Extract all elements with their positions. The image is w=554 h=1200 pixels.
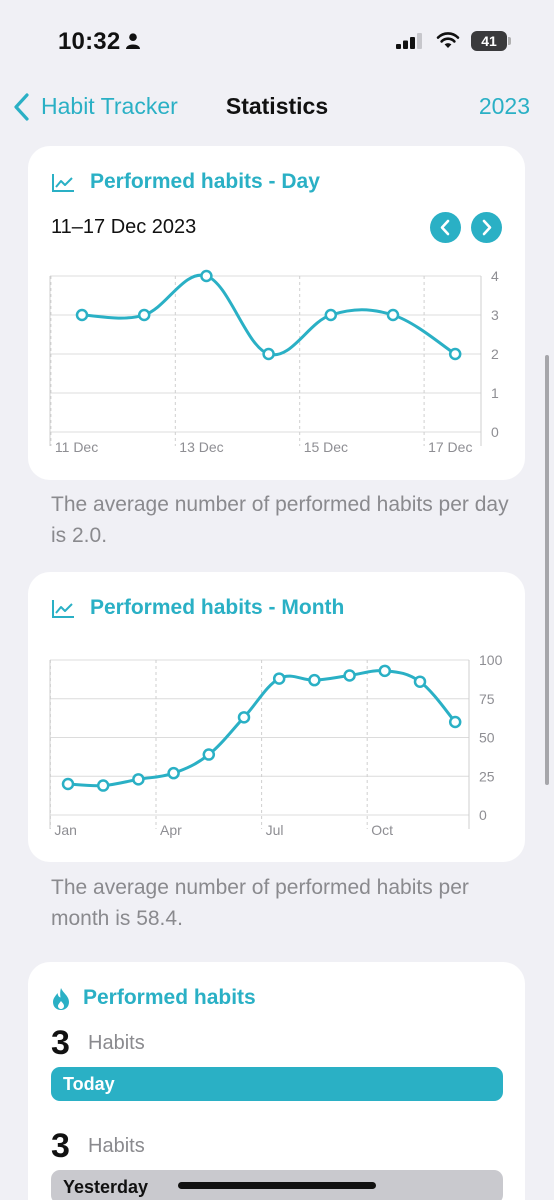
person-icon [126,33,140,49]
data-point [413,675,427,688]
day-average-text: The average number of performed habits p… [51,493,509,547]
data-point [132,773,145,786]
data-point [262,347,275,361]
x-tick-label: Oct [371,822,393,838]
data-point [96,779,110,792]
wifi-icon [436,32,460,48]
home-indicator[interactable] [178,1182,376,1189]
x-tick-label: Jan [54,822,77,838]
y-tick-label: 100 [479,652,503,668]
day-line-chart: 0 1 2 3 4 11 Dec 13 Dec 15 Dec 17 Dec [49,268,499,455]
y-tick-label: 2 [491,346,499,362]
line-chart-icon [52,174,74,192]
yesterday-habits-unit: Habits [88,1135,145,1157]
year-button[interactable]: 2023 [478,93,530,119]
page-title: Statistics [225,93,329,119]
data-point [448,347,462,361]
data-point [61,777,75,791]
data-point [324,308,338,322]
x-tick-label: 15 Dec [304,439,348,455]
back-chevron-icon[interactable] [12,93,30,121]
x-tick-label: 11 Dec [55,439,98,455]
day-card-title: Performed habits - Day [90,170,320,193]
chevron-left-icon [440,219,450,236]
month-line-chart: 0 25 50 75 100 Jan Apr Jul Oct [49,652,503,838]
month-card-title: Performed habits - Month [90,596,345,619]
status-bar: 10:32 41 [0,0,554,80]
today-habit-count: 3 [51,1024,70,1062]
data-point [200,269,213,283]
data-point [237,711,251,724]
y-tick-label: 25 [479,768,495,784]
yesterday-pill: Yesterday [51,1170,503,1200]
battery-cap [508,37,511,45]
y-tick-label: 50 [479,730,495,746]
habits-card-title: Performed habits [83,986,256,1009]
data-point [137,308,151,322]
flame-icon [53,988,69,1010]
day-chart-card: Performed habits - Day 11–17 Dec 2023 0 1… [28,146,525,480]
data-point [378,664,392,678]
y-tick-label: 1 [491,385,499,401]
month-chart-card: Performed habits - Month 0 25 50 75 100 Jan Ap… [28,572,525,862]
battery-indicator: 41 [471,31,507,51]
data-point [448,715,462,729]
y-tick-label: 3 [491,307,499,323]
next-week-button[interactable] [471,212,502,243]
yesterday-habit-count: 3 [51,1127,70,1165]
data-point [75,308,89,322]
y-tick-label: 0 [479,807,487,823]
performed-habits-card: Performed habits 3 Habits Today 3 Habits… [28,962,525,1200]
chevron-right-icon [482,219,492,236]
data-point [202,748,216,761]
navigation-bar: Habit Tracker Statistics 2023 [0,80,554,136]
data-point [167,766,180,780]
today-habits-unit: Habits [88,1032,145,1054]
date-range: 11–17 Dec 2023 [51,216,197,238]
y-tick-label: 4 [491,268,499,284]
y-tick-label: 0 [491,424,499,440]
x-tick-label: Jul [266,822,284,838]
scroll-indicator[interactable] [545,355,549,785]
today-pill: Today [51,1067,503,1101]
month-average-text: The average number of performed habits p… [51,876,469,930]
data-point [343,669,356,682]
line-chart-icon [52,600,74,618]
x-tick-label: 17 Dec [428,439,472,455]
data-point [308,673,321,687]
back-button[interactable]: Habit Tracker [41,93,178,119]
x-tick-label: 13 Dec [179,439,223,455]
data-point [272,672,286,685]
cellular-signal-icon [396,33,422,49]
y-tick-label: 75 [479,691,495,707]
data-point [386,308,400,322]
x-tick-label: Apr [160,822,182,838]
status-time: 10:32 [58,28,121,55]
previous-week-button[interactable] [430,212,461,243]
